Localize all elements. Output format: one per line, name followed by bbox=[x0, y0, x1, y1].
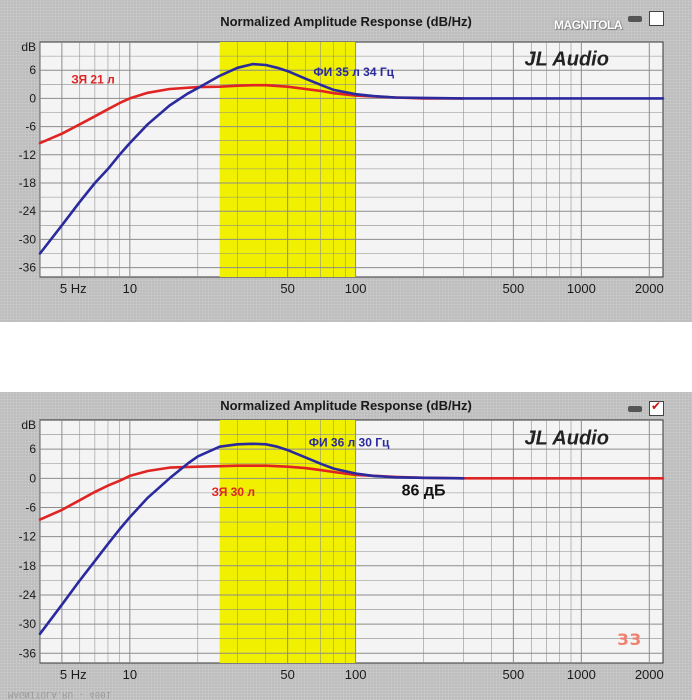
x-tick-label: 100 bbox=[345, 667, 367, 682]
y-tick-label: -24 bbox=[19, 204, 37, 218]
checkbox-icon[interactable] bbox=[649, 11, 664, 27]
x-tick-label: 5 Hz bbox=[60, 667, 87, 682]
y-tick-label: -18 bbox=[19, 559, 37, 573]
panel-controls bbox=[627, 399, 664, 418]
x-tick-label: 500 bbox=[503, 281, 525, 296]
y-tick-label: -6 bbox=[25, 120, 36, 134]
annotation-label: ЗЯ 21 л bbox=[71, 72, 114, 86]
x-tick-label: 10 bbox=[123, 281, 137, 296]
panel-controls bbox=[627, 10, 664, 28]
settings-icon[interactable] bbox=[627, 15, 642, 22]
chart-panel-bottom: Normalized Amplitude Response (dB/Hz) 6 0… bbox=[0, 392, 692, 700]
grid bbox=[39, 42, 663, 277]
x-tick-label: 10 bbox=[123, 667, 137, 682]
annotation-label: ЗЯ 30 л bbox=[211, 485, 254, 499]
y-tick-label: -6 bbox=[25, 500, 36, 514]
x-tick-label: 2000 bbox=[635, 281, 664, 296]
chart-title: Normalized Amplitude Response (dB/Hz) bbox=[220, 398, 472, 413]
x-tick-label: 2000 bbox=[635, 667, 664, 682]
y-tick-label: -36 bbox=[19, 261, 37, 275]
x-tick-label: 500 bbox=[503, 667, 525, 682]
y-tick-label: -12 bbox=[19, 530, 37, 544]
x-tick-label: 1000 bbox=[567, 281, 596, 296]
chart-title: Normalized Amplitude Response (dB/Hz) bbox=[220, 14, 472, 29]
y-axis-label: dB bbox=[21, 40, 36, 54]
chart-top: 6 0 -6 -12 -18 -24 -30 -36 dB 5 Hz 10 50 100 500 1000 2… bbox=[19, 40, 665, 296]
series-line bbox=[38, 62, 665, 255]
chart-bottom: 6 0 -6 -12 -18 -24 -30 -36 dB 5 Hz 10 50 100 500 1000 2… bbox=[19, 418, 665, 682]
y-tick-label: 6 bbox=[29, 442, 36, 456]
series-line bbox=[38, 83, 465, 145]
corner-mark: ЗЗ bbox=[617, 630, 642, 649]
settings-icon[interactable] bbox=[627, 405, 642, 412]
y-tick-label: -18 bbox=[19, 176, 37, 190]
annotation-label: ФИ 36 л 30 Гц bbox=[309, 436, 390, 450]
y-tick-label: -36 bbox=[19, 646, 37, 660]
x-tick-label: 100 bbox=[345, 281, 367, 296]
chart-panel-top: Normalized Amplitude Response (dB/Hz) MA… bbox=[0, 0, 692, 322]
series-line bbox=[38, 442, 465, 636]
y-tick-label: -24 bbox=[19, 588, 37, 602]
y-tick-label: 0 bbox=[29, 91, 36, 105]
y-tick-label: 0 bbox=[29, 471, 36, 485]
y-tick-label: -30 bbox=[19, 232, 37, 246]
annotation-label: JL Audio bbox=[524, 427, 608, 449]
brand-logo: MAGNITOLA bbox=[554, 18, 622, 32]
y-axis-label: dB bbox=[21, 418, 36, 432]
footer-text: MAGNITOLA.RU - 4001 bbox=[8, 689, 111, 699]
checkbox-icon[interactable] bbox=[649, 399, 664, 417]
x-tick-label: 50 bbox=[280, 281, 294, 296]
annotation-label: 86 дБ bbox=[402, 482, 446, 499]
x-tick-label: 50 bbox=[280, 667, 294, 682]
annotation-label: JL Audio bbox=[524, 49, 608, 71]
y-tick-label: -30 bbox=[19, 617, 37, 631]
annotation-label: ФИ 35 л 34 Гц bbox=[313, 65, 394, 79]
x-tick-label: 5 Hz bbox=[60, 281, 87, 296]
y-tick-label: 6 bbox=[29, 63, 36, 77]
x-tick-label: 1000 bbox=[567, 667, 596, 682]
y-tick-label: -12 bbox=[19, 148, 37, 162]
